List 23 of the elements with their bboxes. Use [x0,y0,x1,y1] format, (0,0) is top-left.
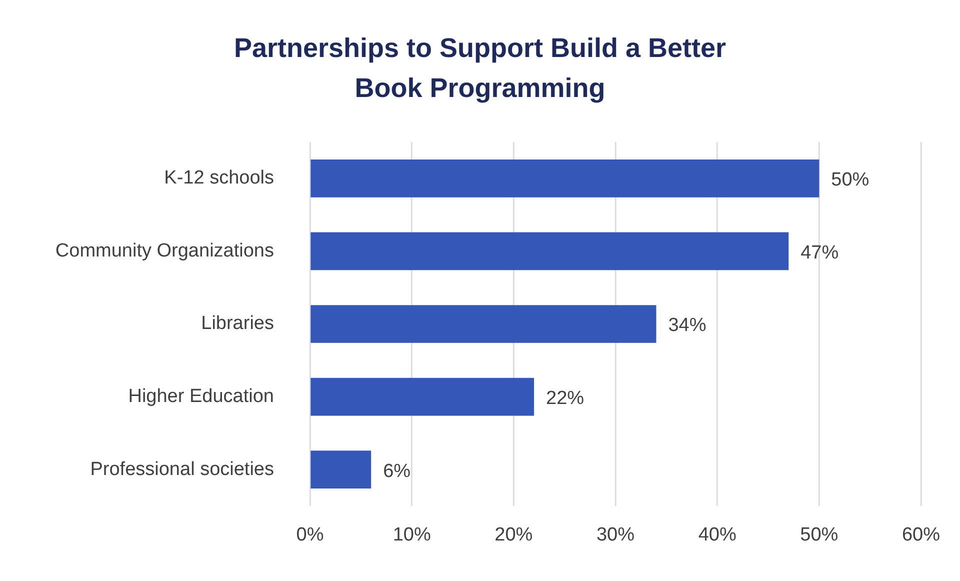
x-tick-label: 30% [596,524,635,546]
data-label: 22% [546,388,584,410]
bar [310,159,820,198]
x-tick-label: 0% [296,524,324,546]
x-tick-label: 60% [902,524,940,546]
data-label: 6% [383,460,411,482]
bar [310,378,534,416]
y-tick-label: Professional societies [90,458,274,480]
x-tick-label: 50% [800,524,838,546]
y-tick-label: Higher Education [128,386,274,408]
bar [310,305,656,343]
y-tick-label: Community Organizations [55,240,274,262]
x-tick-label: 40% [698,524,736,546]
data-label: 50% [831,170,870,191]
x-tick-label: 10% [392,524,431,546]
y-tick-label: Libraries [201,313,274,334]
bar [310,232,789,270]
bar [310,450,372,489]
y-tick-label: K-12 schools [164,168,274,189]
x-tick-label: 20% [494,524,533,546]
chart-title: Partnerships to Support Build a Better Book Programming [232,32,728,105]
data-label: 47% [800,242,839,264]
data-label: 34% [668,315,706,336]
